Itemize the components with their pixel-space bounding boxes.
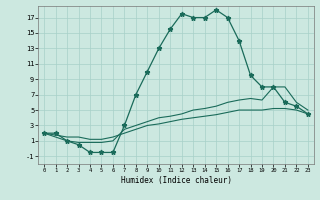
X-axis label: Humidex (Indice chaleur): Humidex (Indice chaleur) (121, 176, 231, 185)
